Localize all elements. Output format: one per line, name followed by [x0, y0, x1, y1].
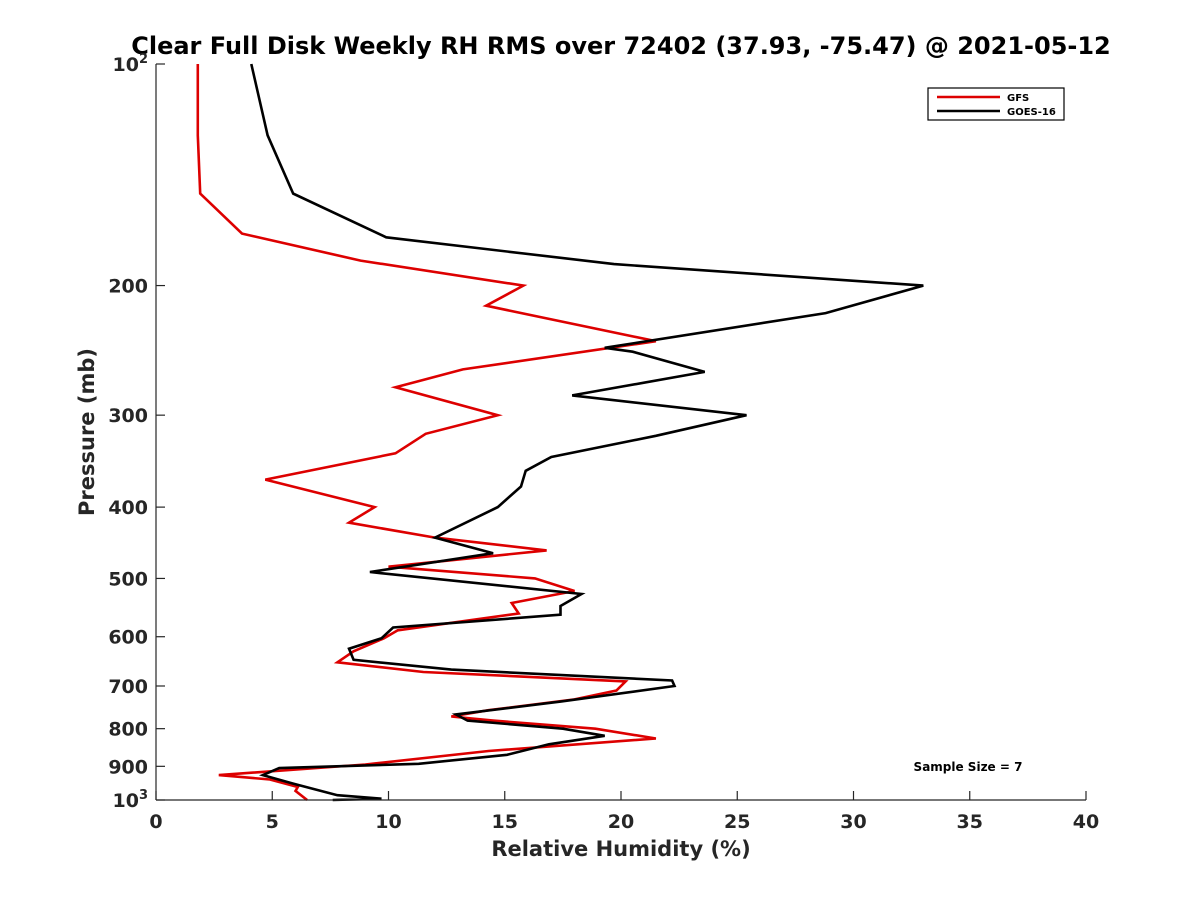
- x-tick-label: 40: [1073, 811, 1099, 833]
- y-tick-label: 800: [108, 719, 148, 741]
- y-axis-label: Pressure (mb): [75, 348, 99, 516]
- sample-size-annotation: Sample Size = 7: [914, 760, 1023, 774]
- legend: GFS GOES-16: [927, 87, 1065, 121]
- legend-entries: GFS GOES-16: [937, 93, 1056, 118]
- y-tick-label: 700: [108, 676, 148, 698]
- y-tick-label: 500: [108, 568, 148, 590]
- x-tick-label: 25: [724, 811, 750, 833]
- x-tick-label: 35: [957, 811, 983, 833]
- chart-title: Clear Full Disk Weekly RH RMS over 72402…: [131, 32, 1111, 60]
- y-tick-label: 200: [108, 276, 148, 298]
- legend-label-goes-16: GOES-16: [1007, 107, 1056, 118]
- ticks-layer: 0 5 10 15 20 25 30 35 40 102 200 300 400 500 600 700 800…: [108, 52, 1099, 833]
- series-layer: [196, 63, 924, 802]
- y-tick-label: 400: [108, 497, 148, 519]
- x-tick-label: 20: [608, 811, 634, 833]
- axes-background: [156, 64, 1086, 800]
- series-line-gfs: [196, 64, 657, 802]
- y-tick-label: 900: [108, 756, 148, 778]
- x-tick-label: 0: [149, 811, 162, 833]
- y-tick-label: 300: [108, 405, 148, 427]
- y-tick-label: 600: [108, 627, 148, 649]
- plot-area: [156, 64, 1086, 800]
- y-tick-label: 103: [113, 788, 149, 812]
- series-line-goes-16: [250, 63, 924, 802]
- y-tick-label: 102: [113, 52, 149, 76]
- x-axis-label: Relative Humidity (%): [491, 837, 750, 861]
- legend-label-gfs: GFS: [1007, 93, 1029, 104]
- legend-box: [927, 87, 1065, 121]
- x-tick-label: 15: [492, 811, 518, 833]
- x-tick-label: 30: [840, 811, 866, 833]
- x-tick-label: 10: [375, 811, 401, 833]
- x-tick-label: 5: [266, 811, 279, 833]
